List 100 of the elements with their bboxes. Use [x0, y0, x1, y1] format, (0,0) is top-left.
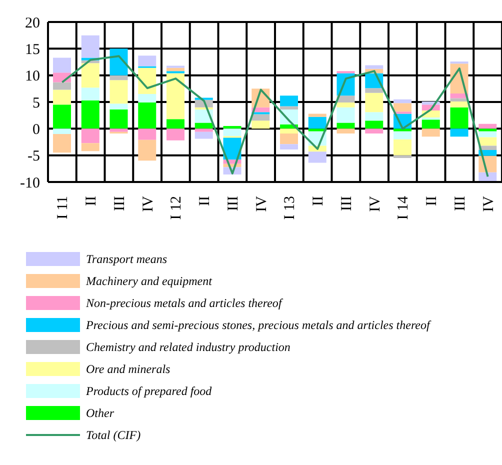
bar: [478, 137, 497, 146]
x-tick-label: IV: [480, 196, 497, 212]
bar: [450, 128, 468, 137]
bar: [53, 128, 71, 134]
bar: [53, 134, 71, 153]
bar: [394, 139, 412, 156]
legend-label: Transport means: [86, 252, 168, 266]
y-tick-label: 0: [32, 122, 40, 138]
bar: [53, 104, 71, 129]
bar: [252, 120, 270, 129]
x-tick-label: I 14: [396, 196, 412, 220]
bar: [194, 128, 213, 132]
bar: [365, 65, 384, 69]
x-tick-label: I 11: [55, 196, 72, 220]
bar: [280, 106, 298, 110]
bar: [280, 128, 298, 134]
bar: [365, 120, 384, 129]
bar: [478, 131, 497, 138]
legend-label: Ore and minerals: [86, 362, 170, 376]
y-tick-label: 10: [25, 68, 40, 85]
bar: [110, 48, 128, 76]
bar: [223, 128, 242, 136]
bar: [280, 133, 298, 144]
bar: [194, 122, 213, 129]
x-tick-label: III: [338, 196, 355, 211]
legend-label: Precious and semi-precious stones, precious metals and articles thereof: [86, 318, 430, 332]
bar: [166, 119, 184, 129]
bar: [53, 58, 71, 73]
legend-label: Machinery and equipment: [86, 274, 212, 288]
legend-label: Chemistry and related industry production: [86, 340, 290, 354]
bar: [478, 128, 497, 132]
bar: [336, 128, 355, 134]
x-tick-label: II: [84, 196, 100, 206]
bar: [138, 102, 156, 129]
y-tick-label: -5: [28, 148, 40, 165]
bar: [365, 112, 384, 121]
x-tick-label: IV: [367, 196, 384, 212]
bar: [365, 128, 384, 134]
bar: [110, 80, 128, 104]
bar: [422, 128, 440, 137]
legend-label: Products of prepared food: [86, 384, 212, 398]
bar: [138, 140, 156, 161]
bar: [336, 96, 355, 103]
bar: [110, 104, 128, 110]
bar: [422, 120, 440, 129]
bar: [81, 63, 100, 88]
bar: [280, 144, 298, 150]
bar: [81, 35, 100, 58]
bar: [450, 61, 468, 64]
bar: [166, 128, 184, 140]
bar: [336, 102, 355, 108]
bar: [81, 143, 100, 152]
x-tick-label: I 12: [168, 196, 185, 220]
bar: [394, 128, 412, 132]
bar: [81, 128, 100, 144]
bar: [223, 126, 242, 129]
x-tick-label: II: [310, 196, 327, 206]
legend-label: Non-precious metals and articles thereof: [86, 296, 282, 310]
x-tick-label: III: [112, 196, 128, 211]
x-tick-label: IV: [254, 196, 270, 212]
bar: [138, 94, 156, 103]
bar: [138, 128, 156, 140]
bar: [394, 99, 412, 104]
x-tick-label: III: [225, 196, 242, 211]
bar: [308, 116, 326, 129]
legend-label: Total (CIF): [86, 428, 141, 442]
y-tick-label: 15: [25, 42, 40, 58]
x-tick-label: II: [424, 196, 440, 206]
bar: [81, 88, 100, 100]
bar: [394, 131, 412, 140]
bar: [194, 132, 213, 139]
bar: [308, 152, 326, 163]
bar: [394, 103, 412, 112]
bar: [53, 90, 71, 105]
bar: [478, 124, 497, 129]
y-tick-label: 20: [25, 15, 40, 32]
legend-label: Other: [86, 406, 114, 420]
bar: [422, 117, 440, 120]
bar: [110, 109, 128, 129]
bar: [365, 92, 384, 112]
x-tick-label: III: [452, 196, 468, 211]
bar: [450, 107, 468, 129]
bar: [110, 128, 128, 132]
bar: [53, 82, 71, 90]
bar: [336, 122, 355, 129]
bar: [166, 73, 184, 120]
bar: [280, 96, 298, 106]
bar: [336, 107, 355, 123]
y-tick-label: -10: [20, 175, 40, 192]
x-tick-label: IV: [140, 196, 156, 212]
y-tick-label: 5: [32, 95, 40, 112]
x-tick-label: I 13: [282, 196, 298, 220]
bar: [81, 100, 100, 129]
bar: [365, 88, 384, 93]
x-tick-label: II: [197, 196, 214, 206]
bar: [394, 155, 412, 158]
bar: [138, 56, 156, 66]
bar: [308, 114, 326, 117]
bar: [166, 68, 184, 72]
bar: [450, 101, 468, 108]
